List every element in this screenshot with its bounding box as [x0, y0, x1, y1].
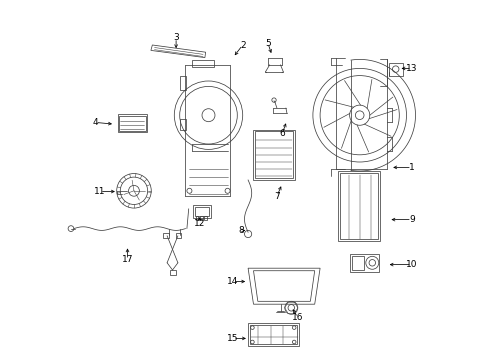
Text: 8: 8: [238, 226, 244, 235]
Bar: [163, 233, 168, 238]
Bar: [349, 254, 378, 272]
Text: 1: 1: [408, 163, 414, 172]
Bar: [387, 63, 402, 76]
Text: 3: 3: [173, 33, 179, 42]
Bar: [337, 171, 379, 241]
Bar: [119, 116, 145, 131]
Text: 2: 2: [240, 40, 245, 49]
Text: 4: 4: [92, 118, 98, 127]
Bar: [247, 323, 298, 346]
Bar: [200, 216, 203, 220]
Text: 14: 14: [227, 277, 238, 286]
Bar: [194, 207, 209, 216]
Text: 7: 7: [273, 192, 279, 201]
Bar: [253, 130, 294, 180]
Bar: [195, 216, 198, 220]
Text: 11: 11: [94, 187, 105, 196]
Text: 10: 10: [406, 260, 417, 269]
Text: 15: 15: [227, 334, 238, 343]
Bar: [179, 119, 186, 130]
Text: 9: 9: [408, 215, 414, 224]
Bar: [179, 76, 186, 90]
Text: 16: 16: [291, 313, 303, 322]
Bar: [249, 325, 296, 344]
Bar: [170, 270, 176, 275]
Bar: [176, 233, 181, 238]
Bar: [351, 256, 364, 270]
Bar: [339, 173, 377, 239]
Text: 17: 17: [122, 256, 133, 264]
Bar: [118, 114, 147, 132]
Text: 5: 5: [264, 39, 270, 48]
Bar: [255, 131, 292, 178]
Bar: [204, 216, 206, 220]
Bar: [192, 60, 213, 67]
Text: 12: 12: [193, 219, 205, 228]
Bar: [193, 205, 210, 218]
Text: 6: 6: [279, 129, 285, 138]
Text: 13: 13: [406, 64, 417, 73]
